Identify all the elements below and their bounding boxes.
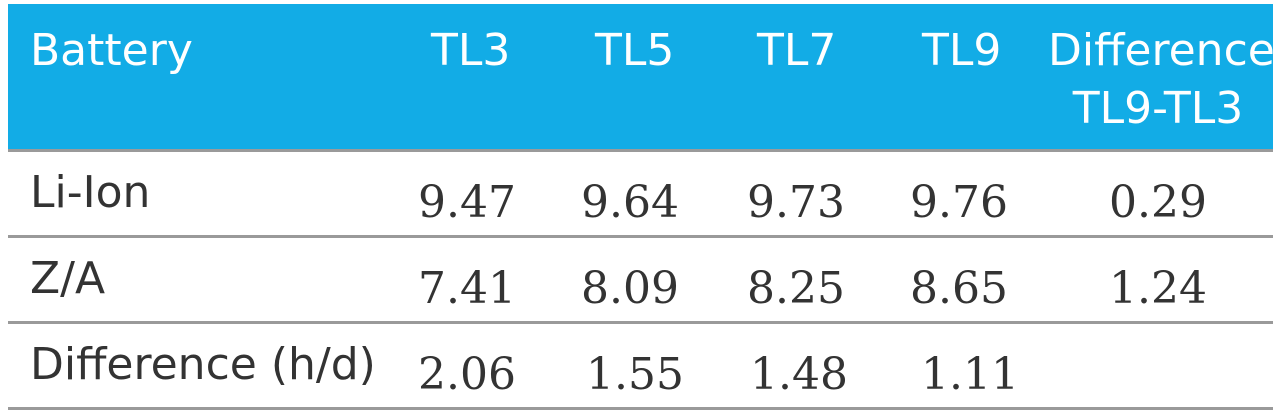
cell-tl9: 8.65 — [910, 263, 1008, 314]
table-row: Z/A 7.41 8.09 8.25 8.65 1.24 — [8, 238, 1273, 320]
row-divider — [8, 321, 1273, 324]
cell-tl3: 7.41 — [418, 263, 516, 314]
cell-tl7: 9.73 — [747, 177, 845, 228]
cell-tl5: 1.55 — [586, 349, 684, 400]
cell-tl5: 9.64 — [581, 177, 679, 228]
cell-tl7: 8.25 — [747, 263, 845, 314]
table-row: Li-Ion 9.47 9.64 9.73 9.76 0.29 — [8, 152, 1273, 234]
header-tl3: TL3 — [431, 25, 511, 76]
row-divider — [8, 235, 1273, 238]
row-label: Difference (h/d) — [30, 339, 376, 390]
header-battery: Battery — [30, 25, 193, 76]
header-divider — [8, 149, 1273, 152]
cell-tl7: 1.48 — [750, 349, 848, 400]
cell-tl5: 8.09 — [581, 263, 679, 314]
header-tl9: TL9 — [922, 25, 1002, 76]
table-row: Difference (h/d) 2.06 1.55 1.48 1.11 — [8, 324, 1273, 406]
header-tl7: TL7 — [757, 25, 837, 76]
header-difference-line2: TL9-TL3 — [1072, 83, 1244, 134]
cell-difference: 0.29 — [1109, 177, 1207, 228]
row-label: Z/A — [30, 253, 106, 304]
header-tl5: TL5 — [595, 25, 675, 76]
table-bottom-rule — [8, 407, 1273, 410]
header-difference-line1: Difference — [1048, 25, 1275, 76]
cell-tl3: 9.47 — [418, 177, 516, 228]
row-label: Li-Ion — [30, 167, 151, 218]
cell-difference: 1.24 — [1109, 263, 1207, 314]
cell-tl3: 2.06 — [418, 349, 516, 400]
cell-tl9: 9.76 — [910, 177, 1008, 228]
table-header: Battery TL3 TL5 TL7 TL9 Difference TL9-T… — [8, 4, 1275, 149]
cell-tl9: 1.11 — [921, 349, 1019, 400]
